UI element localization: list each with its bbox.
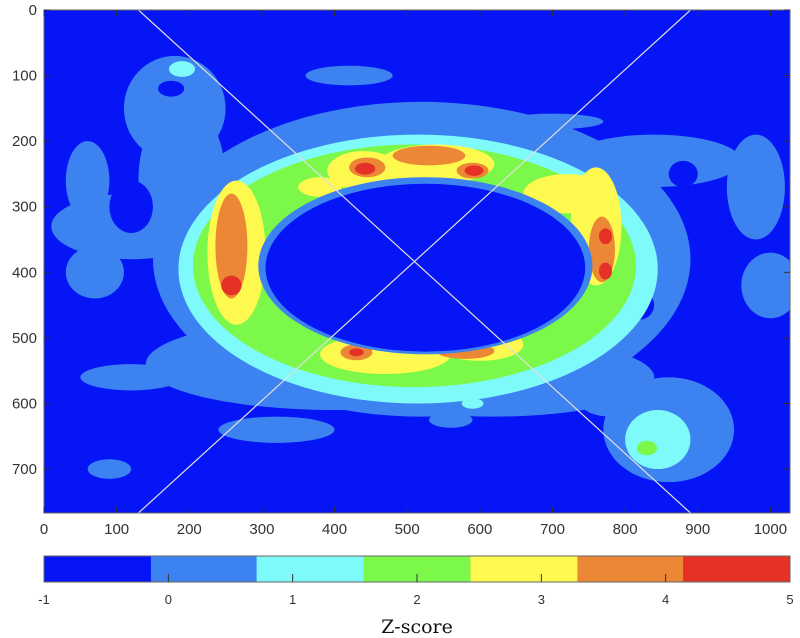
contour-blob — [636, 440, 658, 456]
colorbar-segment — [44, 556, 152, 582]
contour-blob — [625, 410, 691, 470]
contour-blob — [428, 412, 473, 428]
contour-blob — [598, 262, 613, 280]
contour-blob — [726, 134, 785, 240]
contour-blob — [566, 134, 742, 188]
y-axis: 0 100 200 300 400 500 600 700 — [12, 2, 790, 478]
contour-blob — [65, 141, 110, 220]
contour-blob — [251, 105, 273, 125]
contour-blob — [523, 173, 611, 214]
x-tick-label: 400 — [322, 521, 347, 538]
contour-layers — [51, 55, 790, 483]
contour-blob — [464, 165, 484, 176]
colorbar-tick-label: 3 — [538, 592, 545, 607]
contour-blob — [581, 390, 640, 417]
colorbar-tick-label: 5 — [786, 592, 793, 607]
contour-blob — [218, 416, 335, 443]
colorbar-tick-label: 4 — [662, 592, 669, 607]
y-tick-label: 300 — [12, 199, 37, 216]
contour-blob — [65, 246, 124, 299]
y-tick-label: 0 — [29, 2, 37, 19]
contour-blob — [87, 459, 132, 479]
colorbar-ticks: -1 0 1 2 3 4 5 — [38, 574, 794, 607]
contour-blob — [215, 193, 248, 299]
y-tick-label: 500 — [12, 330, 37, 347]
contour-blob — [221, 275, 242, 296]
diagonal-line — [138, 10, 691, 513]
y-tick-label: 600 — [12, 395, 37, 412]
colorbar-label: Z-score — [381, 616, 453, 638]
contour-blob — [168, 61, 196, 77]
x-tick-label: 700 — [540, 521, 565, 538]
y-tick-label: 400 — [12, 264, 37, 281]
y-tick-label: 100 — [12, 68, 37, 85]
contour-blob — [354, 162, 376, 175]
plot-frame — [43, 9, 791, 514]
x-tick-label: 800 — [613, 521, 638, 538]
x-tick-label: 200 — [177, 521, 202, 538]
contour-blob — [80, 364, 183, 391]
y-tick-label: 700 — [12, 461, 37, 478]
colorbar-segment — [577, 556, 684, 582]
y-tick-label: 200 — [12, 133, 37, 150]
x-tick-label: 100 — [104, 521, 129, 538]
contour-blob — [461, 398, 484, 409]
x-tick-label: 600 — [467, 521, 492, 538]
diagonal-overlay-lines — [138, 10, 691, 513]
contour-blob — [305, 65, 393, 86]
colorbar — [43, 555, 791, 583]
contour-blob — [298, 177, 342, 197]
colorbar-tick-label: 1 — [289, 592, 296, 607]
contour-blob — [109, 180, 153, 233]
x-tick-label: 1000 — [754, 521, 787, 538]
contour-blob — [501, 113, 604, 130]
colorbar-segment — [256, 556, 365, 582]
contour-blob — [349, 348, 364, 357]
colorbar-segment — [683, 556, 791, 582]
colorbar-tick-label: 0 — [165, 592, 172, 607]
contour-blob — [158, 80, 185, 97]
contour-blob — [741, 252, 790, 319]
contour-blob — [598, 228, 613, 245]
contour-blob — [392, 145, 466, 166]
x-tick-label: 500 — [395, 521, 420, 538]
colorbar-segment — [150, 556, 258, 582]
colorbar-tick-label: 2 — [413, 592, 420, 607]
contour-blob — [265, 183, 586, 352]
contour-blob — [668, 160, 698, 188]
x-tick-label: 300 — [249, 521, 274, 538]
colorbar-tick-label: -1 — [38, 592, 50, 607]
x-axis: 0 100 200 300 400 500 600 700 800 900 1000 — [40, 10, 787, 538]
colorbar-segment — [470, 556, 578, 582]
x-tick-label: 0 — [40, 521, 48, 538]
plot-area — [44, 10, 790, 513]
x-tick-label: 900 — [685, 521, 710, 538]
